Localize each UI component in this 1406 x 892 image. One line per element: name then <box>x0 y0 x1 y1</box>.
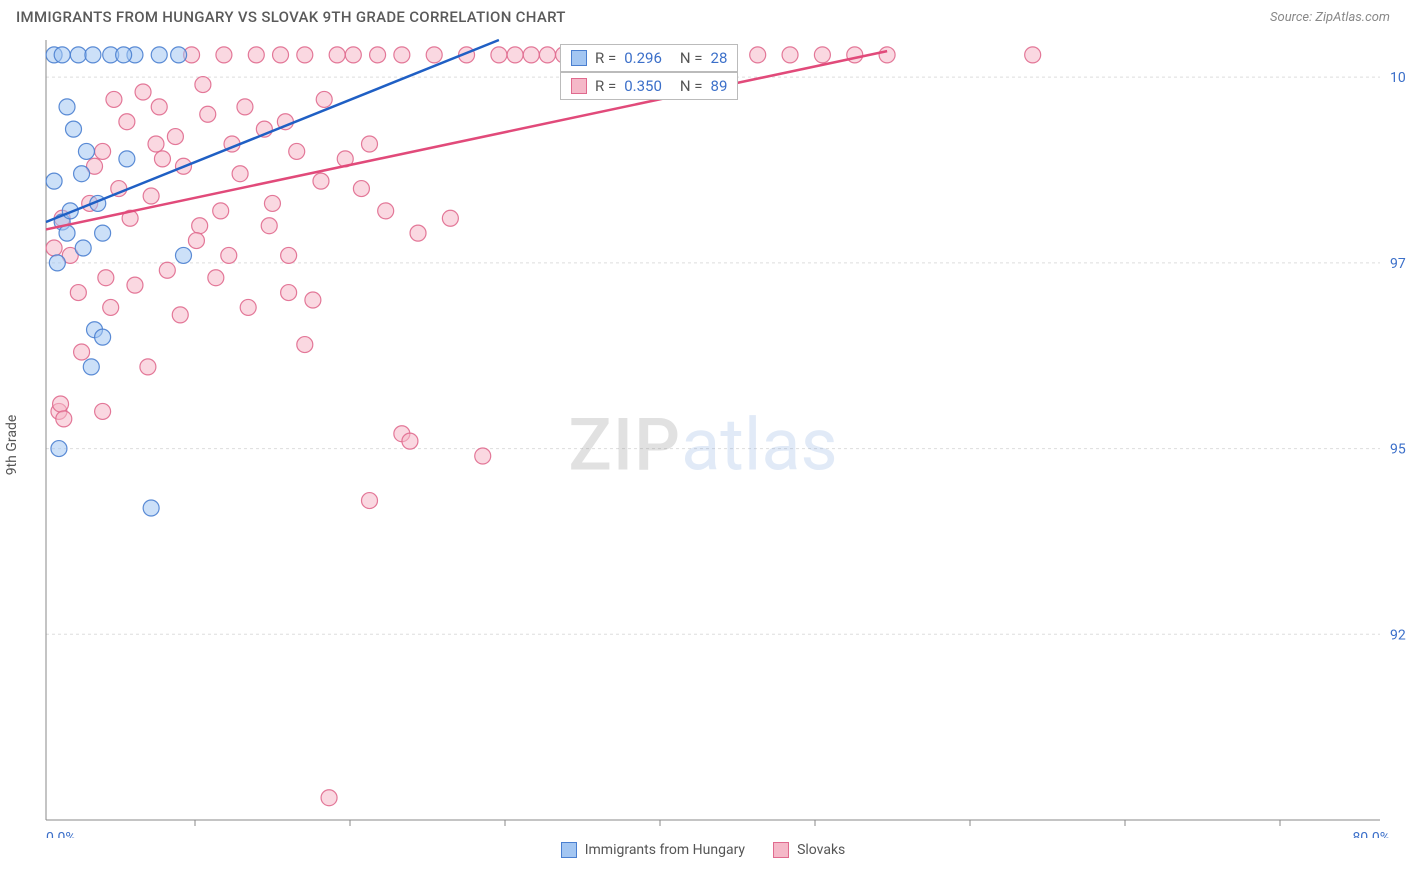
legend-item-hungary: Immigrants from Hungary <box>561 842 745 858</box>
y-axis-label: 9th Grade <box>4 415 20 476</box>
swatch-slovaks-icon <box>571 78 587 94</box>
scatter-plot-svg: 100.0% 97.5% 95.0% 92.5% 0.0% 80.0% <box>0 30 1406 838</box>
svg-text:100.0%: 100.0% <box>1390 70 1406 86</box>
svg-text:0.0%: 0.0% <box>46 830 76 838</box>
stat-box-slovaks: R =0.350 N =89 <box>560 72 738 100</box>
stat-box-hungary: R =0.296 N =28 <box>560 44 738 72</box>
swatch-hungary-icon <box>571 50 587 66</box>
svg-text:80.0%: 80.0% <box>1352 830 1390 838</box>
legend-item-slovaks: Slovaks <box>773 842 845 858</box>
legend-label-hungary: Immigrants from Hungary <box>585 842 745 858</box>
chart-area: 9th Grade 100.0% 97.5% 95.0% 92.5% 0.0% 80.0%… <box>0 30 1406 860</box>
legend-swatch-hungary-icon <box>561 842 577 858</box>
svg-text:95.0%: 95.0% <box>1390 442 1406 458</box>
chart-title: IMMIGRANTS FROM HUNGARY VS SLOVAK 9TH GR… <box>16 8 566 26</box>
svg-text:97.5%: 97.5% <box>1390 256 1406 272</box>
legend-swatch-slovaks-icon <box>773 842 789 858</box>
source-label: Source: ZipAtlas.com <box>1270 10 1390 25</box>
legend-label-slovaks: Slovaks <box>797 842 845 858</box>
bottom-legend: Immigrants from Hungary Slovaks <box>0 842 1406 858</box>
svg-text:92.5%: 92.5% <box>1390 627 1406 643</box>
